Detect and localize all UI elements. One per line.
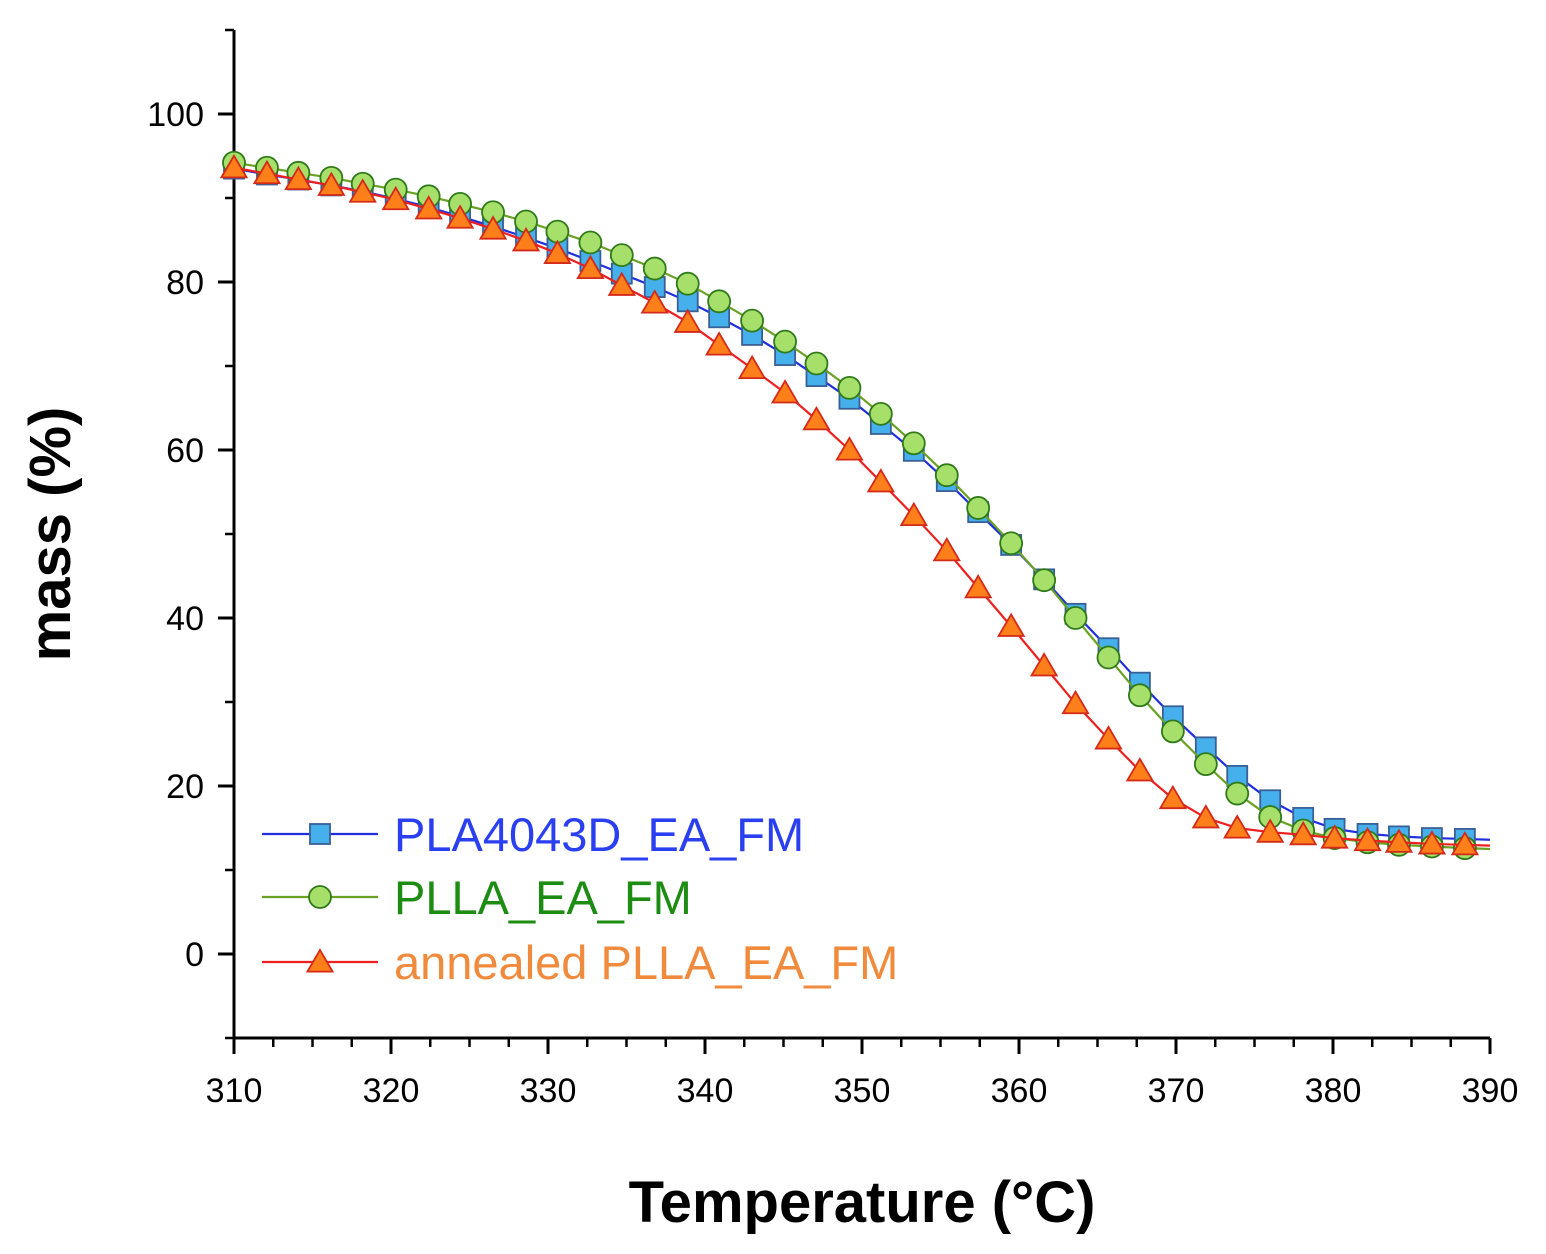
legend-entry-1: PLA4043D_EA_FM [262,808,804,861]
x-tick-label: 370 [1148,1072,1205,1110]
series-2-point [934,463,959,488]
series-1 [223,157,1491,850]
series-3-point [866,468,896,493]
x-tick-label: 390 [1462,1072,1519,1110]
series-3-point [932,537,961,562]
series-2-point [901,431,926,456]
legend-label: PLLA_EA_FM [394,871,692,924]
series-3-point [576,254,605,280]
series-3-point [1450,831,1480,856]
series-2-point [1032,568,1057,593]
series-3-point [445,204,475,229]
y-tick-label: 20 [166,768,204,806]
series-2-point [1096,645,1121,670]
series-3-point [1094,725,1123,750]
series-3-point [1320,824,1349,849]
series-3-point [1125,757,1155,782]
series-3 [219,153,1491,856]
axes-layer: 310 320 330 340 350 360 370 380 390 0 20 40 60 80 100 [147,28,1519,1110]
series-2-point [999,531,1024,556]
series-3-point [219,153,249,179]
y-tick-label: 40 [166,600,204,638]
x-axis-title: Temperature (°C) [629,1170,1096,1235]
series-2-point [1160,719,1185,744]
series-2-point [707,289,732,314]
series-3-point [996,612,1026,637]
series-3-point [1353,826,1382,852]
x-tick-label: 340 [677,1072,734,1110]
series-3-point [1384,828,1414,853]
legend-entry-3: annealed PLLA_EA_FM [262,936,898,989]
series-2-point [1193,752,1218,777]
legend-entry-2: PLLA_EA_FM [262,871,692,924]
series-2-point [740,308,764,333]
series-2-point [1127,683,1152,708]
x-tick-label: 350 [834,1072,891,1110]
series-2-point [868,401,893,426]
series-layer [219,150,1491,861]
series-2-point [545,219,570,244]
series-3-point [640,289,669,314]
series-3-point [673,308,702,333]
series-3-point [607,271,636,296]
x-tick-label: 360 [991,1072,1048,1110]
series-2-line [233,161,1491,851]
series-3-point [1061,689,1090,715]
legend-marker [309,823,331,845]
series-2-point [609,243,634,268]
series-3-point [317,171,346,196]
series-3-point [770,379,800,404]
series-1-line [233,167,1491,841]
x-tick-label: 380 [1305,1072,1362,1110]
series-2-point [675,271,700,296]
y-tick-label: 0 [185,936,204,974]
x-tick-label: 310 [206,1072,263,1110]
series-3-point [802,405,831,431]
series-3-point [478,215,508,240]
legend-label: PLA4043D_EA_FM [394,808,804,861]
series-3-point [284,165,313,191]
series-3-point [737,354,767,380]
series-3-point [543,239,572,264]
series-3-point [1191,804,1220,829]
y-axis-title: mass (%) [18,407,83,662]
series-3-point [1289,820,1318,846]
series-3-point [511,227,541,252]
series-3-point [964,573,993,599]
series-2-point [642,256,667,281]
series-2-point [1063,606,1088,630]
y-tick-label: 80 [166,264,204,302]
series-3-point [835,436,864,461]
legend: PLA4043D_EA_FM PLLA_EA_FM annealed PLLA_EA… [262,808,898,989]
series-2-point [578,230,603,255]
series-2-point [966,496,991,520]
series-3-point [348,178,377,203]
series-3-point [1029,652,1059,677]
series-2 [222,150,1491,861]
y-tick-label: 60 [166,432,204,470]
legend-marker [305,948,335,973]
series-3-point [252,159,282,185]
legend-marker [308,885,332,909]
series-2-point [773,329,797,354]
y-tick-label: 100 [147,96,204,134]
series-3-point [1223,814,1252,839]
series-3-point [1256,818,1285,843]
series-3-point [381,185,410,211]
series-2-point [1225,781,1250,806]
series-2-point [804,351,829,376]
x-tick-label: 330 [520,1072,577,1110]
series-3-point [1417,830,1447,855]
series-3-point [899,501,928,527]
series-2-point [837,375,862,400]
series-3-point [1158,784,1188,810]
series-3-line [233,166,1491,847]
series-3-point [704,331,734,356]
legend-label: annealed PLLA_EA_FM [394,936,898,989]
series-3-point [414,195,443,220]
x-tick-label: 320 [363,1072,420,1110]
